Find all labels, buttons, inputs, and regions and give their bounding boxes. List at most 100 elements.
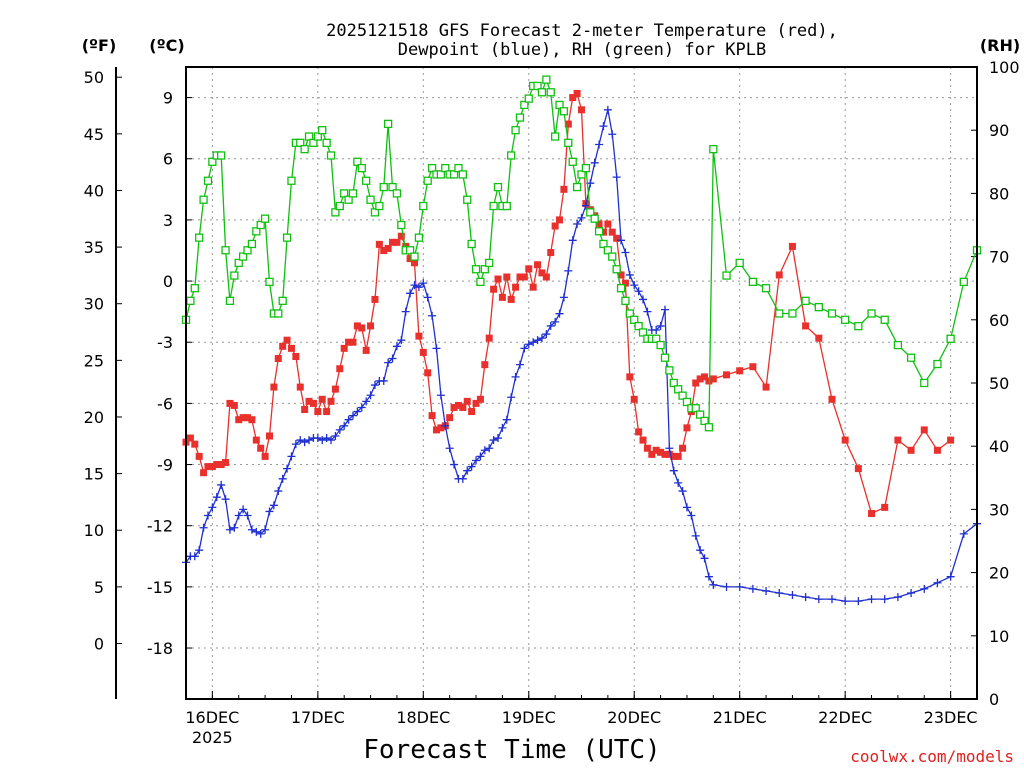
rh-point (542, 75, 551, 84)
temperature-point (661, 450, 669, 458)
dewpoint-point (472, 456, 481, 465)
dewpoint-point (340, 421, 349, 430)
date-tick-label: 20DEC (607, 708, 661, 727)
rh-point (243, 246, 252, 255)
temperature-point (244, 414, 252, 422)
rh-point (502, 201, 511, 211)
date-tick-label: 17DEC (291, 708, 345, 727)
temperature-point (569, 94, 577, 102)
temperature-point (775, 271, 783, 279)
fahrenheit-unit-label: (ºF) (82, 36, 117, 55)
dewpoint-point (854, 597, 863, 606)
rh-tick-label: 80 (989, 184, 1009, 203)
temperature-point (670, 452, 678, 460)
temperature-point (595, 220, 603, 228)
temperature-point (406, 255, 414, 263)
rh-point (480, 265, 489, 274)
temperature-point (578, 106, 585, 114)
rh-point (463, 195, 472, 204)
dewpoint-point (564, 266, 573, 275)
dewpoint-point (568, 236, 577, 245)
rh-tick-label: 100 (989, 58, 1020, 77)
dewpoint-point (322, 434, 331, 443)
temperature-point (292, 352, 300, 360)
temperature-point (309, 399, 317, 407)
rh-point (625, 309, 634, 318)
dewpoint-point (406, 289, 415, 298)
dewpoint-point (669, 466, 678, 475)
dewpoint-point (880, 595, 889, 604)
temperature-point (507, 295, 515, 303)
temperature-point (336, 365, 344, 373)
temperature-point (274, 355, 282, 363)
dewpoint-point (612, 173, 621, 182)
dewpoint-point (467, 462, 476, 471)
dewpoint-point (366, 391, 375, 400)
temperature-point (265, 432, 273, 440)
dewpoint-point (401, 307, 410, 316)
temperature-point (894, 436, 902, 444)
rh-point (590, 214, 599, 223)
date-tick-label: 16DEC (185, 708, 239, 727)
rh-point (959, 277, 968, 287)
rh-point (674, 385, 683, 394)
rh-point (599, 239, 608, 249)
rh-point (383, 119, 393, 129)
dewpoint-point (388, 354, 397, 363)
series-line-temperature (185, 92, 951, 515)
dewpoint-point (827, 595, 836, 604)
dewpoint-point (305, 436, 314, 445)
date-tick-label: 18DEC (396, 708, 450, 727)
rh-point (638, 328, 648, 337)
dewpoint-point (195, 546, 204, 555)
temperature-point (621, 279, 629, 287)
rh-point (515, 113, 525, 122)
dewpoint-point (300, 438, 309, 447)
dewpoint-point (212, 493, 221, 502)
dewpoint-point (463, 466, 472, 475)
temperature-point (367, 322, 375, 330)
plot-frame (185, 66, 978, 700)
temperature-point (828, 395, 836, 403)
temperature-point (503, 273, 511, 281)
celsius-tick-label: -12 (147, 517, 173, 536)
temperature-point (327, 397, 335, 405)
rh-point (603, 246, 613, 255)
temperature-point (419, 348, 427, 356)
rh-point (748, 277, 758, 287)
series-line-rh (185, 77, 978, 430)
temperature-point (547, 249, 555, 257)
temperature-point (868, 509, 876, 517)
dewpoint-point (933, 578, 942, 587)
dewpoint-point (203, 511, 212, 520)
temperature-point (485, 334, 493, 342)
dewpoint-point (907, 588, 916, 597)
rh-point (458, 170, 468, 179)
rh-point (700, 416, 709, 426)
temperature-point (358, 324, 366, 332)
temperature-point (204, 463, 212, 471)
rh-point (665, 366, 674, 375)
rh-point (454, 163, 463, 173)
temperature-point (498, 293, 506, 301)
temperature-point (573, 90, 581, 98)
rh-point (814, 303, 823, 312)
rh-point (256, 220, 265, 230)
temperature-point (252, 436, 260, 444)
dewpoint-point (722, 582, 731, 591)
rh-point (234, 258, 243, 268)
rh-point (537, 88, 547, 97)
celsius-tick-label: 0 (163, 272, 173, 291)
dewpoint-point (476, 452, 485, 461)
temperature-point (560, 185, 568, 193)
temperature-point (296, 383, 304, 391)
rh-point (555, 100, 564, 110)
dewpoint-point (502, 415, 511, 424)
temperature-point (375, 240, 383, 248)
dewpoint-point (537, 334, 546, 343)
dewpoint-point (700, 554, 709, 563)
dewpoint-point (265, 507, 274, 516)
rh-point (507, 151, 516, 160)
dewpoint-point (344, 415, 353, 424)
fahrenheit-tick-label: 45 (84, 125, 104, 144)
